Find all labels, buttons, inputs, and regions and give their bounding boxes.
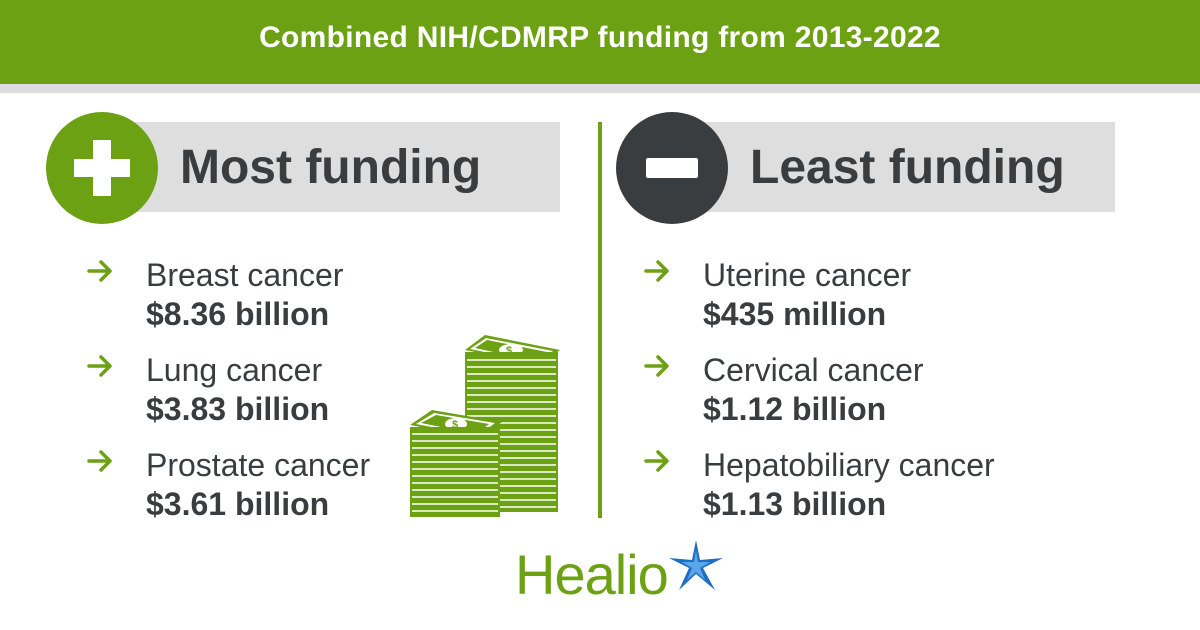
item-name: Lung cancer <box>146 352 323 388</box>
arrow-right-icon <box>644 355 669 377</box>
plus-icon <box>46 112 158 224</box>
title-banner: Combined NIH/CDMRP funding from 2013-202… <box>0 0 1200 84</box>
item-name: Cervical cancer <box>703 352 924 388</box>
list-item: Uterine cancer $435 million <box>643 256 911 334</box>
least-funding-header: Least funding <box>660 122 1115 212</box>
list-item: Prostate cancer $3.61 billion <box>86 446 370 524</box>
arrow-right-icon <box>644 260 669 282</box>
item-name: Uterine cancer <box>703 257 912 293</box>
healio-logo: Healio <box>515 538 725 608</box>
banner-title: Combined NIH/CDMRP funding from 2013-202… <box>259 21 941 54</box>
item-amount: $435 million <box>703 296 887 332</box>
item-name: Hepatobiliary cancer <box>703 447 995 483</box>
list-item: Breast cancer $8.36 billion <box>86 256 343 334</box>
logo-text: Healio <box>515 543 669 606</box>
arrow-right-icon <box>644 450 669 472</box>
most-funding-header: Most funding <box>100 122 560 212</box>
arrow-right-icon <box>87 260 112 282</box>
list-item: Cervical cancer $1.12 billion <box>643 351 924 429</box>
list-item: Hepatobiliary cancer $1.13 billion <box>643 446 995 524</box>
item-amount: $3.83 billion <box>146 391 330 427</box>
item-name: Prostate cancer <box>146 447 371 483</box>
most-funding-heading: Most funding <box>180 140 482 194</box>
money-stack-icon: $ $ <box>410 335 560 517</box>
banner-underline <box>0 84 1200 93</box>
minus-icon <box>616 112 728 224</box>
item-amount: $3.61 billion <box>146 486 330 522</box>
svg-text:$: $ <box>452 419 458 431</box>
item-name: Breast cancer <box>146 257 344 293</box>
star-icon <box>669 540 723 590</box>
item-amount: $1.12 billion <box>703 391 887 427</box>
least-funding-heading: Least funding <box>750 140 1065 194</box>
arrow-right-icon <box>87 355 112 377</box>
item-amount: $1.13 billion <box>703 486 887 522</box>
arrow-right-icon <box>87 450 112 472</box>
list-item: Lung cancer $3.83 billion <box>86 351 329 429</box>
item-amount: $8.36 billion <box>146 296 330 332</box>
column-divider <box>598 122 602 518</box>
svg-text:$: $ <box>506 345 512 357</box>
